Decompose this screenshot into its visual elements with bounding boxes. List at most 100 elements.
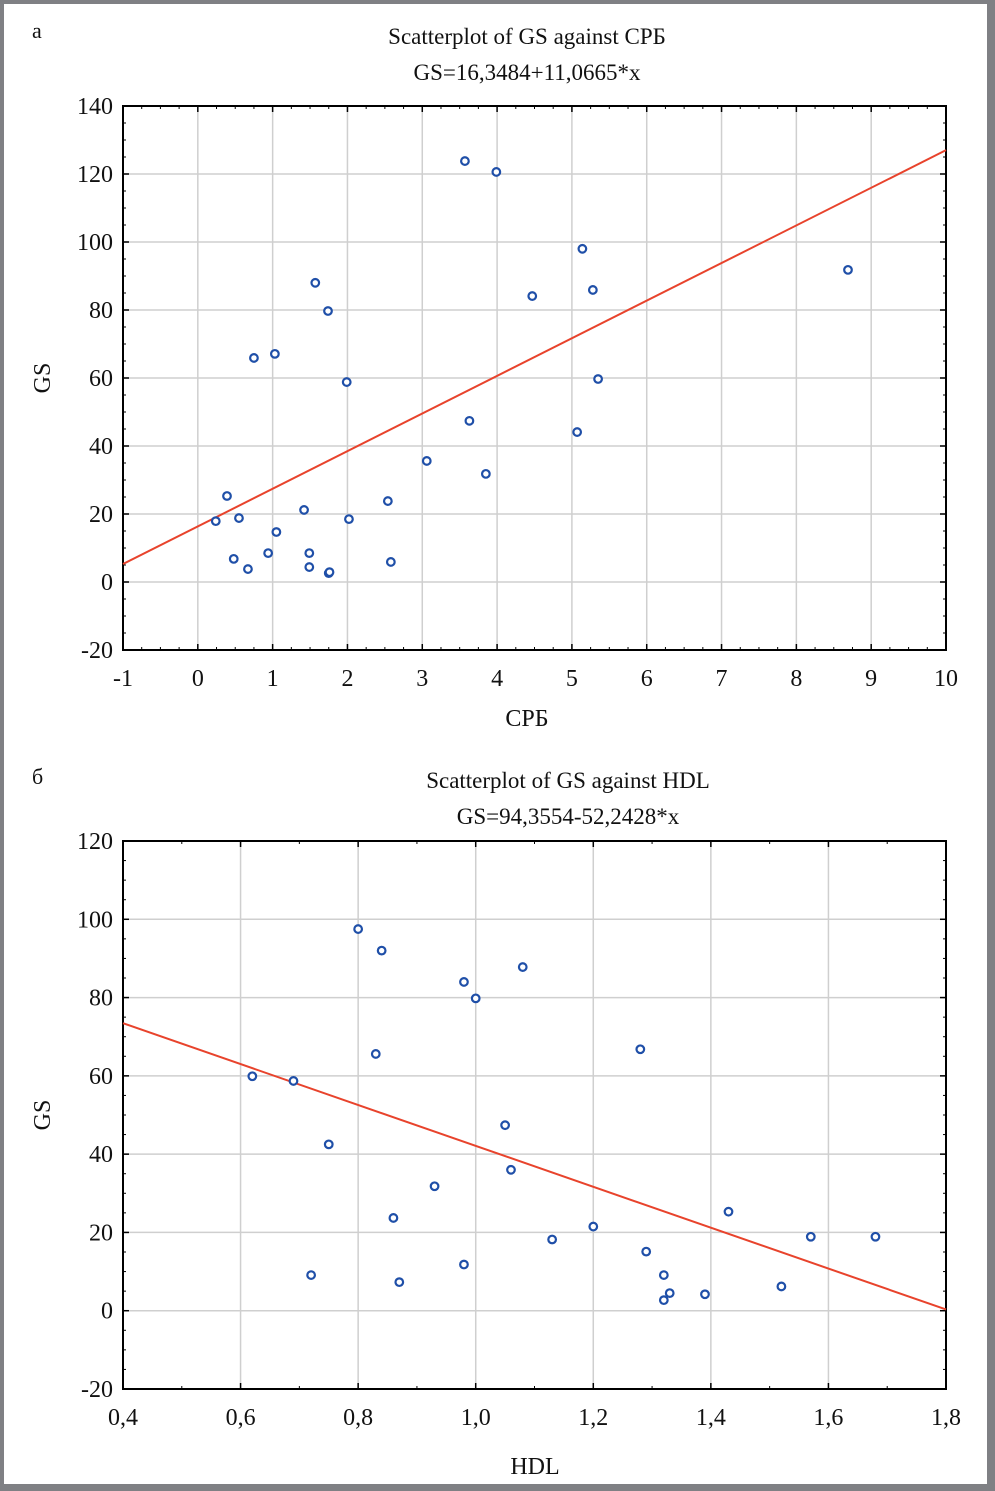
x-tick-label: 1,8	[931, 1405, 961, 1431]
chart-a-grid	[122, 105, 947, 651]
data-point	[587, 285, 598, 295]
data-point	[234, 513, 244, 523]
chart-a-y-label: GS	[30, 363, 56, 394]
y-tick-label: -20	[81, 1377, 113, 1403]
data-point	[306, 1270, 317, 1280]
data-point	[506, 1164, 516, 1175]
chart-a-y-tick-labels: -20 0 20 40 60 80 100 120 140	[77, 94, 113, 664]
chart-b-x-tick-labels: 0,4 0,6 0,8 1,0 1,2 1,4 1,6 1,8	[108, 1405, 961, 1431]
chart-b: б Scatterplot of GS against HDL GS=94,35…	[30, 764, 961, 1480]
data-point	[588, 1221, 599, 1232]
x-tick-label: 0,8	[343, 1405, 373, 1431]
data-point	[249, 353, 259, 363]
y-tick-label: 140	[77, 94, 113, 120]
data-point	[635, 1044, 646, 1055]
x-tick-label: 2	[341, 666, 353, 692]
y-tick-label: 100	[77, 230, 113, 256]
data-point	[421, 456, 432, 466]
data-point	[470, 993, 481, 1004]
data-point	[341, 377, 352, 387]
chart-b-regression-line	[122, 1022, 947, 1311]
data-point	[323, 306, 333, 316]
data-point	[464, 415, 475, 426]
data-point	[641, 1246, 652, 1257]
y-tick-label: 0	[101, 570, 113, 596]
data-point	[344, 514, 354, 524]
data-point	[870, 1231, 881, 1242]
data-point	[658, 1295, 669, 1306]
data-point	[304, 548, 315, 558]
y-tick-label: 40	[89, 1142, 113, 1168]
data-point	[388, 1213, 399, 1223]
data-point	[394, 1277, 405, 1288]
data-point	[288, 1076, 299, 1086]
chart-a-x-tick-labels: -1 0 1 2 3 4 5 6 7 8 9 10	[113, 666, 958, 692]
data-point	[572, 427, 583, 437]
x-tick-label: 9	[865, 666, 877, 692]
x-tick-label: 6	[641, 666, 653, 692]
x-tick-label: 4	[491, 666, 503, 692]
data-point	[843, 264, 853, 275]
y-tick-label: 120	[77, 829, 113, 855]
figure-frame	[4, 4, 987, 1484]
data-point	[382, 496, 393, 506]
chart-b-points	[247, 924, 881, 1306]
chart-a-points	[210, 156, 853, 579]
data-point	[577, 243, 588, 254]
data-point	[353, 924, 364, 934]
chart-a-plot-area	[122, 105, 947, 651]
data-point	[517, 962, 528, 972]
x-tick-label: 8	[790, 666, 802, 692]
chart-a-x-label: СРБ	[505, 706, 548, 732]
x-tick-label: 0	[192, 666, 204, 692]
data-point	[299, 505, 309, 515]
data-point	[527, 291, 538, 301]
data-point	[376, 945, 387, 956]
panel-label-b: б	[32, 764, 43, 789]
x-tick-label: 10	[934, 666, 958, 692]
x-tick-label: 7	[716, 666, 728, 692]
y-tick-label: 20	[89, 1220, 113, 1246]
data-point	[776, 1281, 787, 1292]
chart-a: а Scatterplot of GS against СРБ GS=16,34…	[30, 18, 958, 732]
chart-b-plot-area	[122, 840, 947, 1390]
data-point	[723, 1206, 734, 1217]
data-point	[323, 1139, 334, 1150]
x-tick-label: 0,4	[108, 1405, 138, 1431]
chart-b-ticks	[122, 840, 947, 1390]
data-point	[664, 1288, 675, 1298]
data-point	[228, 553, 239, 564]
y-tick-label: -20	[81, 638, 113, 664]
data-point	[210, 516, 221, 527]
chart-b-subtitle: GS=94,3554-52,2428*x	[457, 804, 680, 829]
y-tick-label: 120	[77, 162, 113, 188]
data-point	[370, 1049, 381, 1059]
x-tick-label: 1,0	[461, 1405, 491, 1431]
data-point	[247, 1071, 258, 1082]
y-tick-label: 0	[101, 1299, 113, 1325]
data-point	[460, 156, 470, 166]
data-point	[222, 491, 232, 501]
chart-a-regression-line	[122, 149, 947, 565]
data-point	[324, 567, 335, 578]
data-point	[459, 1259, 469, 1270]
data-point	[304, 562, 315, 572]
y-tick-label: 80	[89, 298, 113, 324]
data-point	[700, 1289, 710, 1300]
data-point	[429, 1181, 440, 1192]
chart-b-y-label: GS	[30, 1100, 56, 1131]
y-tick-label: 80	[89, 986, 113, 1012]
x-tick-label: 3	[416, 666, 428, 692]
x-tick-label: 1,4	[696, 1405, 726, 1431]
y-tick-label: 100	[77, 907, 113, 933]
data-point	[269, 348, 280, 359]
chart-b-x-label: HDL	[510, 1454, 559, 1480]
x-tick-label: 5	[566, 666, 578, 692]
y-tick-label: 20	[89, 502, 113, 528]
chart-a-subtitle: GS=16,3484+11,0665*x	[414, 60, 641, 85]
data-point	[480, 468, 491, 479]
panel-label-a: а	[32, 18, 42, 43]
data-point	[310, 277, 321, 288]
data-point	[243, 564, 253, 574]
